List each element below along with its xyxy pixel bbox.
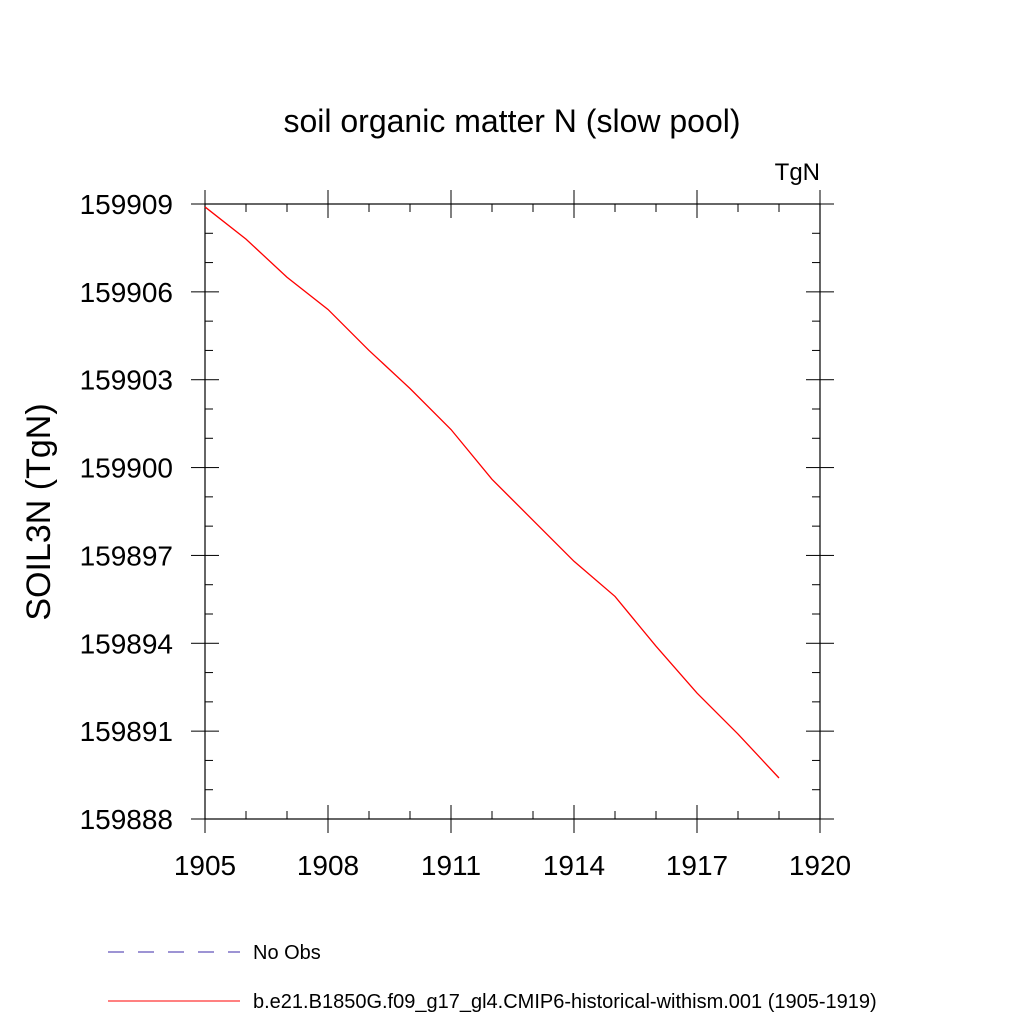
plot-area: 1905 1908 1911 1914 1917 1920 159888 159891 1598… (80, 189, 852, 881)
chart-title: soil organic matter N (slow pool) (283, 103, 740, 139)
plot-frame (204, 203, 821, 820)
y-tick-label: 159891 (80, 716, 173, 747)
legend: No Obs b.e21.B1850G.f09_g17_gl4.CMIP6-his… (108, 942, 877, 1013)
y-tick-label: 159903 (80, 365, 173, 396)
y-tick-label: 159909 (80, 189, 173, 220)
legend-label: b.e21.B1850G.f09_g17_gl4.CMIP6-historica… (253, 991, 877, 1013)
x-tick-label: 1914 (543, 850, 605, 881)
x-tick-label: 1920 (789, 850, 851, 881)
y-tick-label: 159888 (80, 804, 173, 835)
y-axis-label: SOIL3N (TgN) (20, 403, 58, 620)
units-label: TgN (775, 159, 820, 186)
x-tick-label: 1905 (174, 850, 236, 881)
x-tick-label: 1908 (297, 850, 359, 881)
x-tick-label: 1917 (666, 850, 728, 881)
x-tick-label: 1911 (421, 850, 481, 881)
y-tick-label: 159900 (80, 453, 173, 484)
y-tick-label: 159897 (80, 540, 173, 571)
series-line (204, 206, 780, 779)
legend-label: No Obs (253, 942, 321, 964)
y-tick-label: 159894 (80, 628, 173, 659)
y-tick-label: 159906 (80, 277, 173, 308)
